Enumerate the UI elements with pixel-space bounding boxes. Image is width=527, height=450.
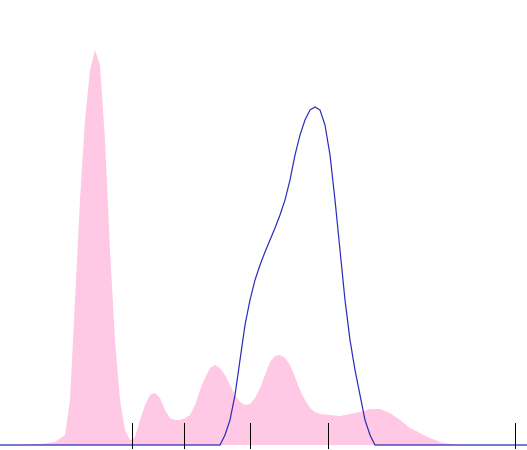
line bbox=[0, 106, 527, 446]
area bbox=[0, 50, 527, 445]
